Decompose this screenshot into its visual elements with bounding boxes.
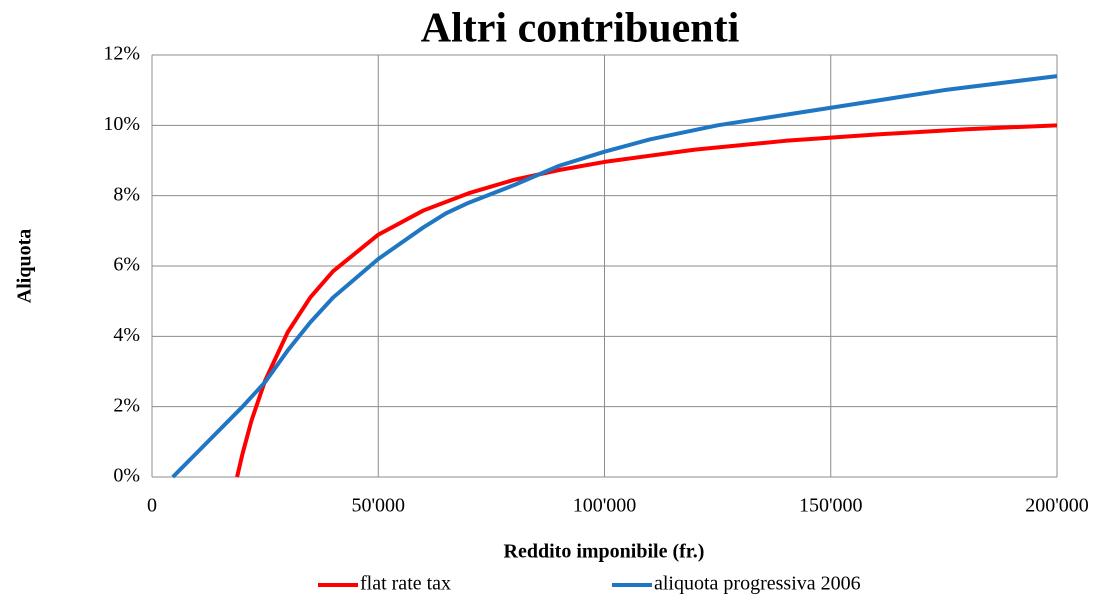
y-tick-label: 12% bbox=[103, 43, 140, 65]
y-axis-label: Aliquota bbox=[14, 229, 36, 303]
x-tick-label: 200'000 bbox=[1025, 495, 1089, 517]
legend-label: aliquota progressiva 2006 bbox=[654, 573, 861, 595]
y-tick-label: 0% bbox=[113, 465, 140, 487]
x-axis-label: Reddito imponibile (fr.) bbox=[504, 541, 705, 563]
x-tick-label: 100'000 bbox=[573, 495, 637, 517]
y-tick-label: 10% bbox=[103, 113, 140, 135]
y-tick-label: 2% bbox=[113, 394, 140, 416]
line bbox=[171, 74, 1058, 479]
x-tick-label: 0 bbox=[147, 495, 157, 517]
y-tick-label: 6% bbox=[113, 254, 140, 276]
y-tick-label: 8% bbox=[113, 183, 140, 205]
legend-label: flat rate tax bbox=[360, 573, 451, 595]
line bbox=[235, 123, 1058, 478]
y-tick-label: 4% bbox=[113, 324, 140, 346]
x-tick-label: 50'000 bbox=[351, 495, 405, 517]
x-tick-label: 150'000 bbox=[799, 495, 863, 517]
chart-title: Altri contribuenti bbox=[421, 6, 740, 52]
